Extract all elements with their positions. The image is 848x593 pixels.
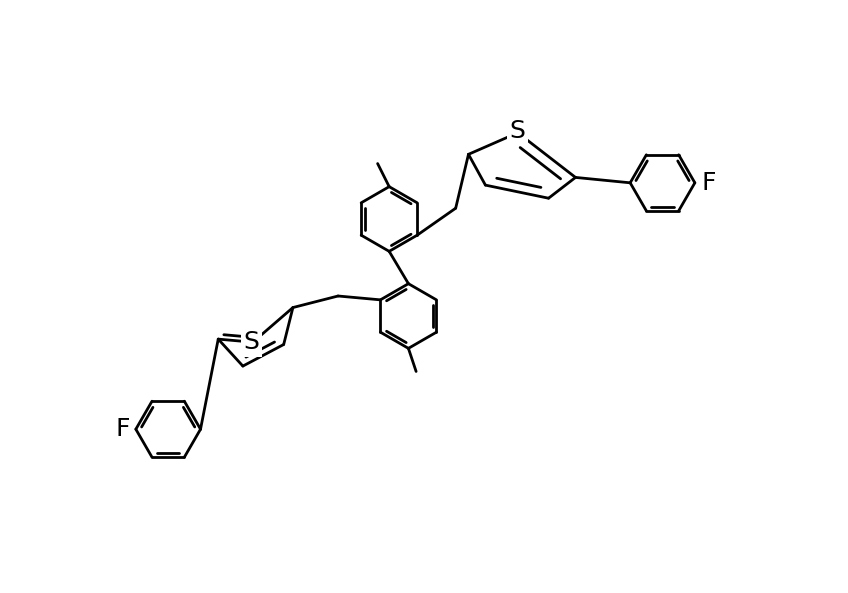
Text: F: F xyxy=(701,171,716,195)
Text: S: S xyxy=(243,330,259,354)
Text: S: S xyxy=(510,119,526,144)
Text: F: F xyxy=(115,417,130,441)
